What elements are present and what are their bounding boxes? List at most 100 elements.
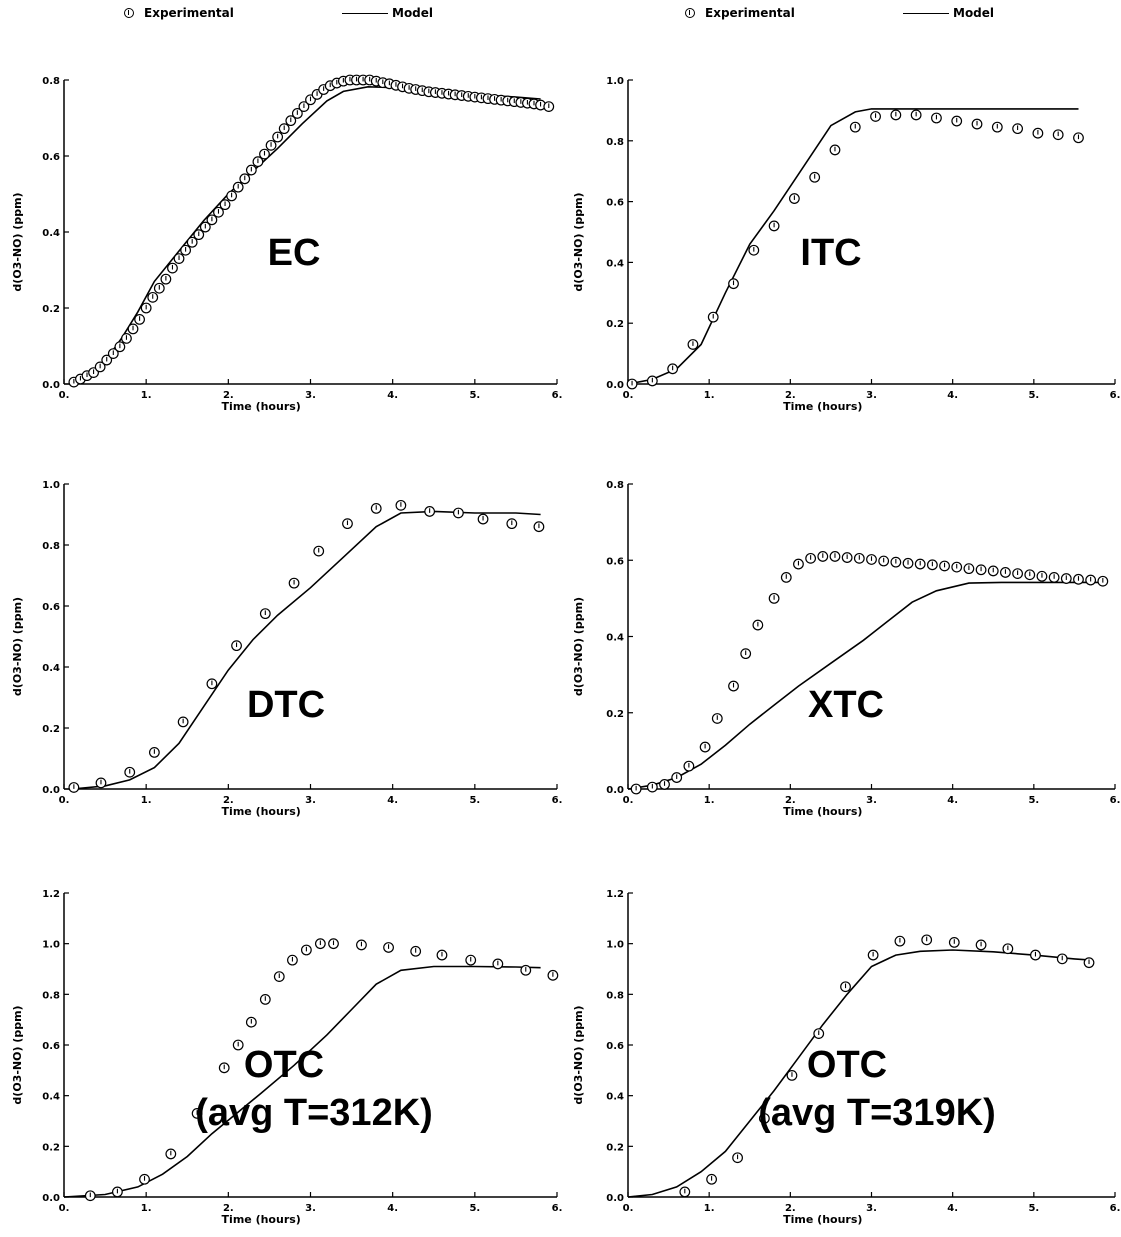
experimental-point: [829, 144, 841, 156]
legend-experimental: Experimental: [124, 6, 234, 20]
experimental-point: [813, 1028, 825, 1040]
experimental-point: [84, 1190, 96, 1202]
experimental-point: [1012, 123, 1024, 135]
model-line-icon: [903, 12, 949, 14]
experimental-point: [140, 302, 152, 314]
experimental-point: [424, 506, 436, 517]
y-tick-label: 0.0: [42, 785, 60, 796]
y-tick-label: 0.0: [606, 380, 624, 391]
experimental-point: [1056, 953, 1068, 965]
y-tick-label: 0.6: [42, 1041, 60, 1052]
experimental-point: [991, 121, 1003, 133]
experimental-point: [768, 592, 780, 604]
x-tick-label: 3.: [866, 390, 877, 401]
x-tick-label: 0.: [623, 795, 634, 806]
experimental-point: [173, 253, 185, 265]
experimental-point: [285, 115, 297, 127]
legend-model-label: Model: [392, 6, 434, 20]
x-tick-label: 3.: [866, 795, 877, 806]
x-tick-label: 3.: [866, 1203, 877, 1214]
experimental-point: [543, 101, 555, 112]
experimental-point: [383, 942, 394, 953]
x-tick-label: 5.: [1028, 1203, 1039, 1214]
experimental-point: [231, 640, 242, 652]
experimental-point: [707, 311, 719, 323]
legend-model-label: Model: [953, 6, 995, 20]
y-axis-label: d(O3-NO) (ppm): [572, 192, 585, 291]
experimental-point: [951, 115, 963, 127]
experimental-point: [232, 181, 244, 193]
legend-model: Model: [903, 6, 994, 20]
x-tick-label: 5.: [469, 1203, 480, 1214]
experimental-point: [646, 781, 658, 793]
experimental-point: [114, 341, 126, 353]
experimental-point: [910, 109, 922, 121]
experimental-point: [206, 678, 218, 690]
experimental-point: [226, 190, 238, 202]
experimental-point: [914, 558, 926, 570]
experimental-point: [265, 139, 277, 151]
experimental-point: [477, 513, 489, 525]
panel-subtitle: (avg T=312K): [195, 1092, 433, 1134]
x-tick-label: 1.: [141, 1203, 152, 1214]
model-series-line: [627, 949, 1091, 1198]
experimental-point: [1097, 575, 1109, 587]
experimental-point: [134, 313, 145, 325]
y-tick-label: 0.6: [606, 556, 624, 567]
experimental-point: [298, 101, 310, 112]
x-tick-label: 6.: [1110, 1203, 1121, 1214]
experimental-point: [699, 741, 711, 753]
experimental-point: [659, 779, 670, 790]
y-tick-label: 0.6: [606, 1041, 624, 1052]
experimental-point: [683, 760, 695, 772]
experimental-point: [1073, 573, 1084, 585]
legend-right: Experimental Model: [685, 6, 1105, 30]
experimental-point: [1024, 569, 1036, 581]
experimental-point: [245, 1016, 257, 1028]
experimental-point: [706, 1173, 718, 1185]
experimental-point: [926, 559, 938, 571]
experimental-point: [902, 557, 914, 569]
experimental-point: [728, 278, 739, 290]
y-tick-label: 0.8: [42, 990, 60, 1001]
experimental-point: [239, 173, 251, 185]
y-tick-label: 0.2: [42, 724, 60, 735]
experimental-point: [1030, 949, 1041, 961]
y-tick-label: 0.8: [42, 541, 60, 552]
experimental-point: [768, 220, 780, 232]
x-axis-label: Time (hours): [222, 1213, 301, 1226]
x-tick-label: 2.: [223, 390, 234, 401]
y-tick-label: 0.4: [606, 633, 624, 644]
y-tick-label: 0.4: [42, 228, 60, 239]
experimental-point: [259, 608, 271, 620]
y-tick-label: 0.6: [42, 152, 60, 163]
experimental-point: [259, 993, 271, 1005]
chart-ec: 0. 1. 2. 3. 4. 5. 6. 0.0 0.2 0.4 0.6 0.8 Time (hours…: [11, 74, 562, 413]
x-tick-label: 4.: [387, 1203, 398, 1214]
x-tick-label: 0.: [623, 390, 634, 401]
model-line-icon: [342, 12, 388, 14]
y-tick-label: 0.8: [606, 990, 624, 1001]
experimental-point: [328, 938, 339, 950]
experimental-point: [287, 954, 298, 966]
experimental-point: [1002, 943, 1014, 955]
experimental-point: [939, 560, 950, 572]
experimental-point: [245, 164, 257, 176]
experimental-point: [870, 111, 881, 122]
y-tick-label: 1.2: [42, 889, 60, 900]
x-tick-label: 5.: [469, 390, 480, 401]
y-tick-label: 1.0: [606, 940, 624, 951]
experimental-point: [667, 363, 679, 375]
experimental-point: [817, 551, 829, 562]
x-tick-label: 5.: [1028, 390, 1039, 401]
experimental-point: [740, 648, 752, 660]
experimental-point: [127, 323, 139, 335]
experimental-point: [395, 499, 407, 511]
experimental-point: [788, 193, 800, 204]
panel-subtitle: (avg T=319K): [758, 1092, 996, 1134]
y-tick-label: 0.0: [42, 1193, 60, 1204]
experimental-point: [213, 206, 224, 218]
experimental-marker-icon: [685, 8, 695, 18]
experimental-point: [288, 577, 300, 589]
chart-itc: 0. 1. 2. 3. 4. 5. 6. 0.0 0.2 0.4 0.6 0.8 1.0 Time (ho…: [572, 76, 1120, 413]
